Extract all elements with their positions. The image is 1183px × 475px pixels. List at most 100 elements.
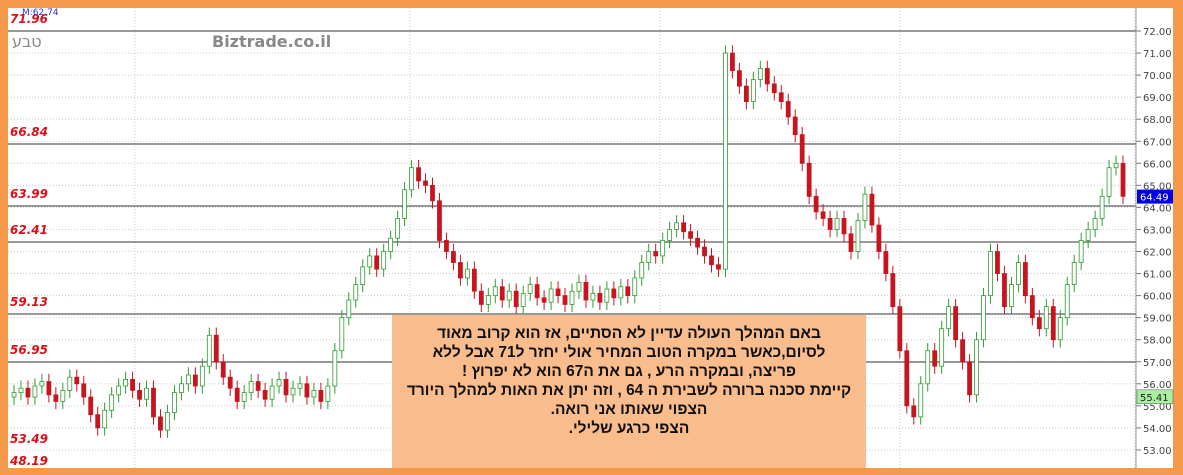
candle-body [946, 306, 952, 330]
candle-body [297, 383, 303, 389]
candle-body [276, 378, 282, 387]
y-tick-label: 57.00 [1143, 358, 1172, 369]
level-label: 63.99 [10, 187, 48, 201]
candle-body [255, 381, 261, 391]
candle-body [653, 251, 659, 257]
candle-body [611, 288, 617, 299]
candle-body [1029, 295, 1035, 319]
level-label: 66.84 [10, 125, 48, 139]
candle-body [723, 52, 728, 270]
candle-body [625, 286, 631, 296]
candle-body [227, 376, 233, 389]
y-tick-label: 63.00 [1143, 225, 1172, 236]
candle-body [311, 390, 317, 398]
candle-body [695, 237, 700, 248]
y-tick-label: 59.00 [1143, 314, 1172, 325]
candle-body [451, 251, 456, 263]
candle-body [185, 374, 191, 385]
candle-body [660, 240, 666, 257]
last-price-label: 64.49 [1140, 193, 1169, 204]
y-tick-label: 72.00 [1143, 27, 1172, 38]
indicator-label: M:62.74 [22, 8, 59, 18]
candle-body [583, 281, 589, 301]
candle-body [778, 92, 784, 102]
candle-body [869, 193, 875, 226]
candle-body [750, 79, 756, 102]
y-tick-label: 53.00 [1143, 446, 1172, 457]
level-label: 59.13 [10, 295, 48, 309]
candle-body [688, 231, 693, 239]
candle-body [681, 222, 686, 233]
candle-body [32, 385, 38, 398]
candle-body [1064, 284, 1070, 319]
candle-body [1057, 317, 1063, 341]
candle-body [618, 286, 624, 299]
candle-body [953, 306, 959, 341]
candle-body [576, 281, 582, 292]
candle-body [95, 414, 101, 429]
candle-body [262, 390, 268, 400]
candle-body [325, 385, 331, 402]
candle-body [1092, 218, 1098, 230]
candle-body [1071, 262, 1077, 285]
candle-body [527, 284, 533, 294]
candle-body [367, 255, 373, 268]
y-tick-label: 64.00 [1143, 203, 1172, 214]
candle-body [855, 220, 861, 252]
candle-body [123, 378, 128, 387]
note-line: הצפוי שאותו אני רואה. [550, 401, 708, 418]
candle-body [555, 288, 561, 296]
y-tick-label: 61.00 [1143, 270, 1172, 281]
candle-body [60, 390, 66, 402]
y-tick-label: 71.00 [1143, 49, 1172, 60]
candle-body [74, 376, 80, 385]
candle-body [178, 383, 184, 394]
note-line: קיימת סכנה ברורה לשבירת ה 64 , וזה יתן א… [406, 382, 852, 399]
candle-body [1099, 195, 1105, 219]
candle-body [1113, 162, 1119, 169]
candle-body [995, 251, 1000, 274]
candle-body [562, 295, 568, 305]
y-tick-label: 70.00 [1143, 71, 1172, 82]
note-line: הצפי כרגע שלילי. [568, 420, 690, 437]
candle-body [478, 290, 484, 305]
y-tick-label: 62.00 [1143, 248, 1172, 259]
candle-body [457, 262, 463, 279]
y-tick-label: 54.00 [1143, 424, 1172, 435]
candle-body [513, 290, 519, 308]
candle-body [137, 390, 142, 400]
candle-body [1009, 284, 1014, 308]
candle-body [883, 251, 889, 274]
candle-body [1022, 262, 1028, 296]
candle-body [799, 134, 805, 164]
candle-body [1016, 262, 1021, 285]
candle-body [1120, 162, 1126, 197]
candle-body [53, 394, 59, 402]
candle-body [116, 385, 122, 396]
candle-body [981, 295, 986, 341]
candle-body [743, 85, 749, 102]
candle-body [932, 350, 938, 367]
candle-body [332, 350, 338, 387]
candle-body [172, 392, 177, 413]
candle-body [492, 286, 498, 296]
candle-body [771, 83, 777, 94]
y-tick-label: 67.00 [1143, 137, 1172, 148]
level-label: 71.96 [10, 12, 48, 26]
note-line: פריצה, ובמקרה הרע , גם את ה67 הוא לא יפר… [461, 363, 797, 380]
candle-body [716, 264, 721, 270]
candle-body [974, 339, 979, 396]
y-tick-label: 55.00 [1143, 402, 1172, 413]
candle-body [199, 365, 205, 387]
candle-body [918, 383, 924, 418]
candle-body [834, 218, 840, 230]
candle-body [213, 334, 219, 363]
candle-body [541, 297, 547, 303]
candle-body [1043, 306, 1049, 330]
candle-body [646, 251, 652, 263]
candle-body [248, 381, 254, 394]
candle-body [151, 387, 156, 418]
candle-body [25, 387, 31, 398]
candle-body [667, 229, 673, 241]
candle-body [444, 240, 449, 252]
